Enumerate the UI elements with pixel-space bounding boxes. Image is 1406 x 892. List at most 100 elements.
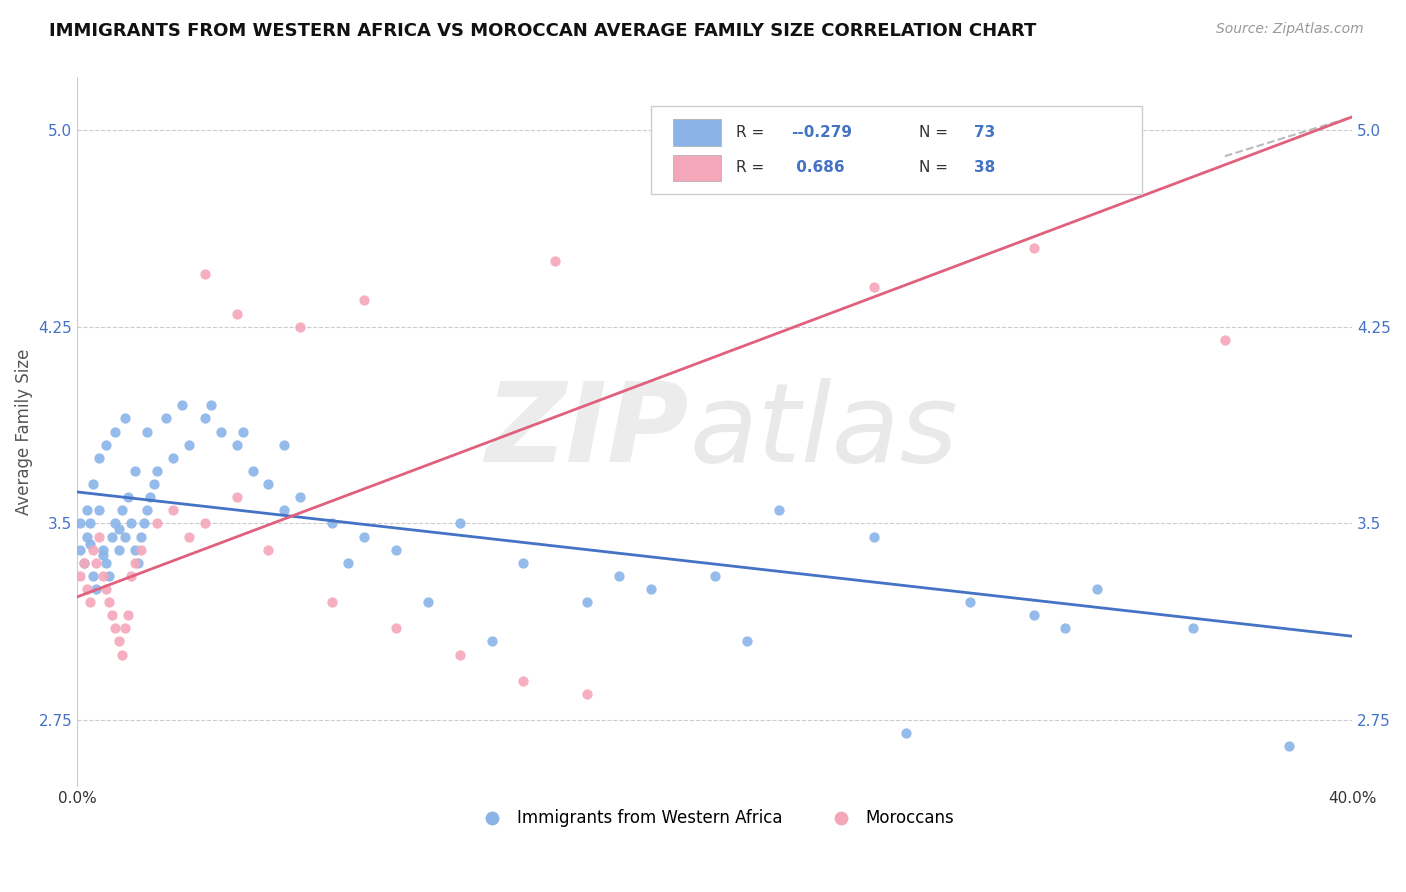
Point bbox=[124, 464, 146, 478]
Point bbox=[104, 621, 127, 635]
Point bbox=[576, 687, 599, 701]
FancyBboxPatch shape bbox=[651, 106, 1142, 194]
Point bbox=[225, 438, 247, 452]
Point bbox=[194, 411, 217, 425]
Point bbox=[94, 438, 117, 452]
Point bbox=[257, 542, 280, 557]
Point bbox=[177, 530, 200, 544]
Point bbox=[89, 530, 111, 544]
Point bbox=[136, 425, 159, 439]
Point bbox=[242, 464, 264, 478]
Point bbox=[894, 726, 917, 740]
Point bbox=[82, 569, 104, 583]
Point bbox=[84, 556, 107, 570]
Point bbox=[107, 522, 129, 536]
Point bbox=[89, 503, 111, 517]
Point bbox=[82, 542, 104, 557]
Point bbox=[94, 556, 117, 570]
Point bbox=[104, 425, 127, 439]
Point bbox=[512, 673, 534, 688]
Point bbox=[607, 569, 630, 583]
Point bbox=[69, 542, 91, 557]
Point bbox=[146, 464, 169, 478]
Text: 0.686: 0.686 bbox=[792, 161, 845, 176]
Point bbox=[136, 503, 159, 517]
Point bbox=[225, 307, 247, 321]
Point bbox=[863, 530, 886, 544]
Point bbox=[640, 582, 662, 596]
Point bbox=[101, 608, 124, 623]
Point bbox=[257, 477, 280, 491]
Point bbox=[321, 516, 343, 531]
Point bbox=[449, 516, 471, 531]
Point bbox=[273, 438, 295, 452]
Point bbox=[959, 595, 981, 609]
Point bbox=[72, 556, 94, 570]
Point bbox=[124, 542, 146, 557]
Point bbox=[177, 438, 200, 452]
Text: ZIP: ZIP bbox=[486, 378, 689, 485]
Point bbox=[69, 516, 91, 531]
Point bbox=[290, 319, 312, 334]
Point bbox=[124, 556, 146, 570]
Y-axis label: Average Family Size: Average Family Size bbox=[15, 349, 32, 515]
Point bbox=[91, 569, 114, 583]
Point bbox=[353, 530, 375, 544]
Point bbox=[91, 548, 114, 562]
Point bbox=[104, 516, 127, 531]
Point bbox=[98, 595, 121, 609]
Point bbox=[194, 267, 217, 281]
Point bbox=[1181, 621, 1204, 635]
Legend: Immigrants from Western Africa, Moroccans: Immigrants from Western Africa, Moroccan… bbox=[468, 803, 962, 834]
Text: Source: ZipAtlas.com: Source: ZipAtlas.com bbox=[1216, 22, 1364, 37]
Point bbox=[225, 490, 247, 504]
Point bbox=[117, 490, 139, 504]
Point bbox=[114, 411, 136, 425]
Text: 38: 38 bbox=[973, 161, 995, 176]
Point bbox=[1022, 241, 1045, 255]
Point bbox=[69, 569, 91, 583]
Point bbox=[162, 450, 184, 465]
Point bbox=[107, 542, 129, 557]
Point bbox=[107, 634, 129, 648]
Point bbox=[353, 293, 375, 308]
Point bbox=[1054, 621, 1077, 635]
Point bbox=[117, 608, 139, 623]
Point bbox=[129, 542, 152, 557]
Point bbox=[79, 516, 101, 531]
Point bbox=[76, 582, 98, 596]
Point bbox=[290, 490, 312, 504]
Point bbox=[1022, 608, 1045, 623]
Point bbox=[273, 503, 295, 517]
Point bbox=[142, 477, 165, 491]
Point bbox=[146, 516, 169, 531]
Text: R =: R = bbox=[737, 161, 769, 176]
Point bbox=[1085, 582, 1108, 596]
Point bbox=[79, 537, 101, 551]
Point bbox=[416, 595, 439, 609]
Point bbox=[703, 569, 725, 583]
FancyBboxPatch shape bbox=[672, 119, 721, 145]
Point bbox=[139, 490, 162, 504]
Point bbox=[768, 503, 790, 517]
Point bbox=[209, 425, 232, 439]
Point bbox=[512, 556, 534, 570]
Point bbox=[129, 530, 152, 544]
Point bbox=[76, 530, 98, 544]
Text: IMMIGRANTS FROM WESTERN AFRICA VS MOROCCAN AVERAGE FAMILY SIZE CORRELATION CHART: IMMIGRANTS FROM WESTERN AFRICA VS MOROCC… bbox=[49, 22, 1036, 40]
Text: 73: 73 bbox=[973, 125, 995, 140]
Point bbox=[111, 648, 134, 662]
Point bbox=[449, 648, 471, 662]
Point bbox=[127, 556, 149, 570]
Point bbox=[114, 530, 136, 544]
Point bbox=[79, 595, 101, 609]
Text: R =: R = bbox=[737, 125, 769, 140]
Point bbox=[72, 556, 94, 570]
Point bbox=[194, 516, 217, 531]
Point bbox=[1278, 739, 1301, 754]
Point bbox=[385, 621, 408, 635]
Point bbox=[385, 542, 408, 557]
Point bbox=[232, 425, 254, 439]
Point bbox=[544, 254, 567, 268]
Point bbox=[155, 411, 177, 425]
